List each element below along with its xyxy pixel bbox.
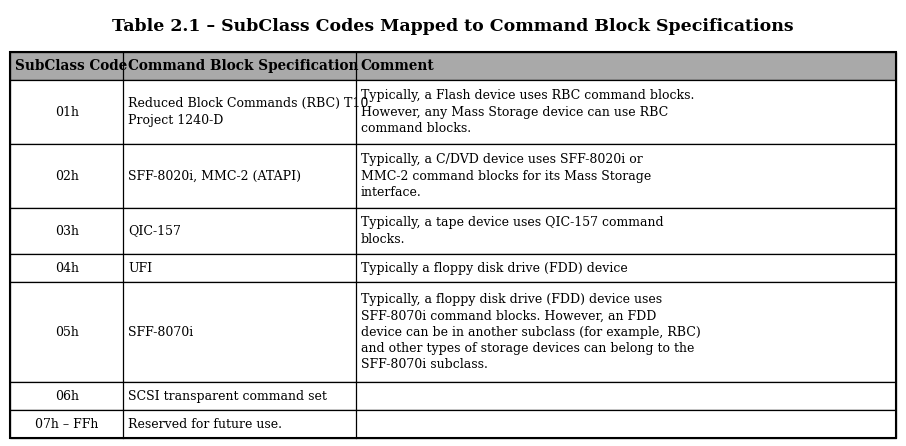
Bar: [10, 254, 896, 282]
Text: Table 2.1 – SubClass Codes Mapped to Command Block Specifications: Table 2.1 – SubClass Codes Mapped to Com…: [112, 18, 794, 35]
Text: 02h: 02h: [54, 169, 79, 182]
Text: UFI: UFI: [129, 261, 152, 274]
Text: Reserved for future use.: Reserved for future use.: [129, 417, 283, 430]
Bar: [10, 80, 896, 144]
Bar: [10, 410, 896, 438]
Bar: [10, 144, 896, 208]
Text: Typically, a Flash device uses RBC command blocks.
However, any Mass Storage dev: Typically, a Flash device uses RBC comma…: [361, 89, 694, 135]
Bar: [10, 52, 896, 80]
Text: SFF-8070i: SFF-8070i: [129, 326, 194, 339]
Text: 03h: 03h: [54, 224, 79, 238]
Text: Typically, a tape device uses QIC-157 command
blocks.: Typically, a tape device uses QIC-157 co…: [361, 216, 663, 246]
Text: 04h: 04h: [54, 261, 79, 274]
Text: QIC-157: QIC-157: [129, 224, 181, 238]
Text: 07h – FFh: 07h – FFh: [35, 417, 99, 430]
Text: 01h: 01h: [54, 106, 79, 119]
Text: Typically, a C/DVD device uses SFF-8020i or
MMC-2 command blocks for its Mass St: Typically, a C/DVD device uses SFF-8020i…: [361, 153, 651, 199]
Text: Command Block Specification: Command Block Specification: [129, 59, 359, 73]
Bar: [10, 52, 896, 438]
Text: Typically a floppy disk drive (FDD) device: Typically a floppy disk drive (FDD) devi…: [361, 261, 627, 274]
Text: 06h: 06h: [54, 389, 79, 403]
Text: Comment: Comment: [361, 59, 434, 73]
Text: SCSI transparent command set: SCSI transparent command set: [129, 389, 327, 403]
Text: SubClass Code: SubClass Code: [15, 59, 127, 73]
Bar: [10, 382, 896, 410]
Text: SFF-8020i, MMC-2 (ATAPI): SFF-8020i, MMC-2 (ATAPI): [129, 169, 302, 182]
Text: 05h: 05h: [54, 326, 79, 339]
Bar: [10, 282, 896, 382]
Bar: [10, 208, 896, 254]
Text: Reduced Block Commands (RBC) T10
Project 1240-D: Reduced Block Commands (RBC) T10 Project…: [129, 97, 369, 127]
Text: Typically, a floppy disk drive (FDD) device uses
SFF-8070i command blocks. Howev: Typically, a floppy disk drive (FDD) dev…: [361, 293, 700, 371]
